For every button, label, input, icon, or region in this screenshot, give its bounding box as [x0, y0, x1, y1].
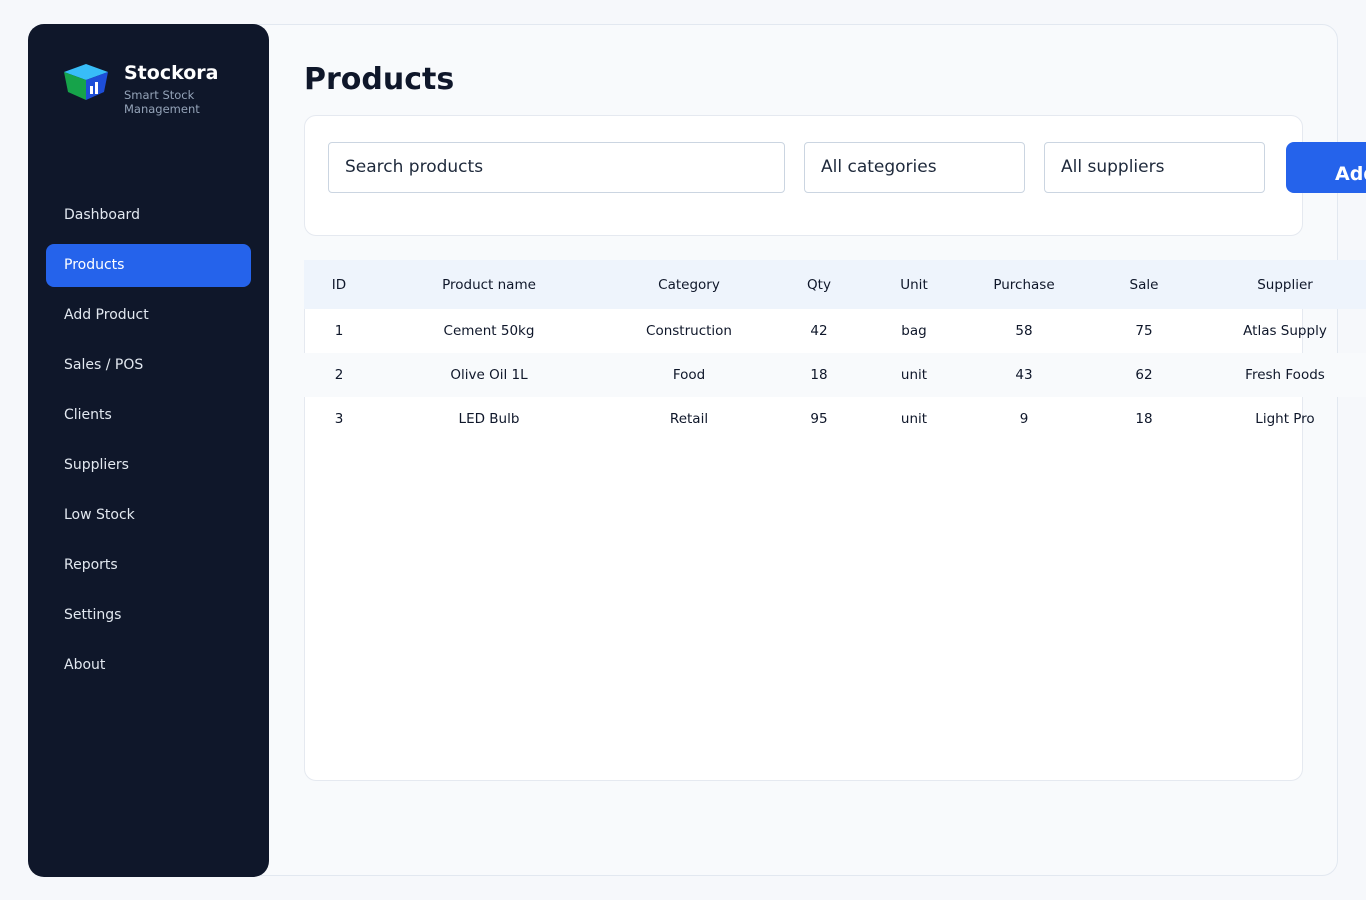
- table-cell: bag: [901, 323, 927, 339]
- column-header: Unit: [864, 260, 964, 309]
- table-cell: 43: [964, 353, 1084, 397]
- sidebar: Stockora Smart Stock Management Dashboar…: [28, 24, 269, 877]
- table-cell: 58: [1015, 323, 1033, 339]
- table-card: [304, 260, 1303, 781]
- table-cell: unit: [900, 411, 928, 427]
- table-cell: 95: [810, 411, 828, 427]
- table-row[interactable]: 2 Olive Oil 1L Food 18 unit 43 62 Fresh Foods: [304, 353, 1366, 397]
- table-cell: 42: [810, 323, 828, 339]
- column-header: Qty: [774, 260, 864, 309]
- logo-icon: [64, 64, 108, 100]
- nav-item[interactable]: Suppliers: [64, 457, 129, 473]
- table-cell: 18: [1135, 411, 1153, 427]
- table-cell: Retail: [669, 411, 709, 427]
- column-header: ID: [304, 260, 374, 309]
- table-cell: 1: [334, 323, 344, 339]
- table-row[interactable]: 1 Cement 50kg Construction 42 bag 58 75 Atlas S…: [304, 309, 1366, 353]
- table-cell: 75: [1135, 323, 1153, 339]
- nav-item[interactable]: Reports: [64, 557, 118, 573]
- nav-item[interactable]: Sales / POS: [64, 357, 144, 373]
- brand-tagline: Smart Stock Management: [124, 88, 200, 116]
- nav-item[interactable]: Add Product: [64, 307, 149, 323]
- table-cell: Fresh Foods: [1204, 353, 1366, 397]
- table-row[interactable]: 3 LED Bulb Retail 95 unit 9 18 Light Pro: [304, 397, 1366, 441]
- column-header: Purchase: [964, 260, 1084, 309]
- table-cell: Atlas Supply: [1243, 323, 1327, 339]
- table-cell: Light Pro: [1255, 411, 1315, 427]
- column-header: Category: [604, 260, 774, 309]
- nav: Dashboard Products Add Product Sales / POS C…: [46, 194, 251, 694]
- table-cell: 3: [334, 411, 344, 427]
- table-cell: Cement 50kg: [443, 323, 535, 339]
- table-cell: Construction: [646, 323, 732, 339]
- products-table: ID Product name Category Qty Unit Purchase Sal…: [304, 260, 1366, 441]
- column-header: Supplier: [1204, 260, 1366, 309]
- nav-item[interactable]: About: [64, 657, 106, 673]
- column-header: Sale: [1084, 260, 1204, 309]
- table-cell: 9: [1019, 411, 1029, 427]
- search-input[interactable]: Search products: [328, 142, 785, 193]
- nav-item[interactable]: Clients: [64, 407, 112, 423]
- nav-item[interactable]: Dashboard: [64, 207, 140, 223]
- table-cell: Olive Oil 1L: [374, 353, 604, 397]
- nav-item[interactable]: Products: [46, 244, 251, 287]
- column-header: Product name: [374, 260, 604, 309]
- table-cell: 62: [1084, 353, 1204, 397]
- table-cell: 2: [304, 353, 374, 397]
- nav-item[interactable]: Settings: [64, 607, 122, 623]
- brand-name: Stockora: [124, 62, 219, 84]
- table-cell: Food: [604, 353, 774, 397]
- category-select[interactable]: All categories: [804, 142, 1025, 193]
- nav-item[interactable]: Low Stock: [64, 507, 135, 523]
- page-title: Products: [304, 62, 455, 97]
- table-cell: unit: [864, 353, 964, 397]
- table-cell: 18: [774, 353, 864, 397]
- supplier-select[interactable]: All suppliers: [1044, 142, 1265, 193]
- header-row: ID Product name Category Qty Unit Purchase Sal…: [304, 260, 1366, 309]
- add-button[interactable]: Add: [1286, 142, 1366, 193]
- table-cell: LED Bulb: [458, 411, 520, 427]
